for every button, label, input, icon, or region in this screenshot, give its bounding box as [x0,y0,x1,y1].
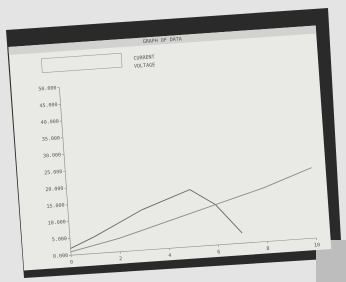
photo: GRAPH OF DATA 0.0005.00010.00015.00020.0… [0,0,346,282]
y-tick-label: 25.000 [44,169,62,176]
x-tick-label: 2 [119,256,122,262]
y-tick-label: 40.000 [41,119,59,126]
screen-area [8,26,331,271]
y-tick-label: 5.000 [52,236,67,243]
x-tick-label: 4 [168,253,171,259]
x-tick-label: 6 [217,249,220,255]
y-tick-label: 10.000 [48,219,66,226]
page: GRAPH OF DATA 0.0005.00010.00015.00020.0… [0,0,346,282]
y-tick-label: 0.000 [53,253,68,260]
y-tick-label: 45.000 [39,102,57,109]
y-tick-label: 35.000 [42,136,60,143]
x-tick-label: 0 [70,260,73,266]
y-tick-label: 30.000 [43,152,61,159]
x-tick-label: 10 [314,242,320,248]
y-tick-label: 15.000 [46,203,64,210]
y-tick-label: 20.000 [45,186,63,193]
y-tick-label: 50.000 [38,85,56,92]
x-tick-label: 8 [266,246,269,252]
screen: GRAPH OF DATA 0.0005.00010.00015.00020.0… [8,26,331,271]
